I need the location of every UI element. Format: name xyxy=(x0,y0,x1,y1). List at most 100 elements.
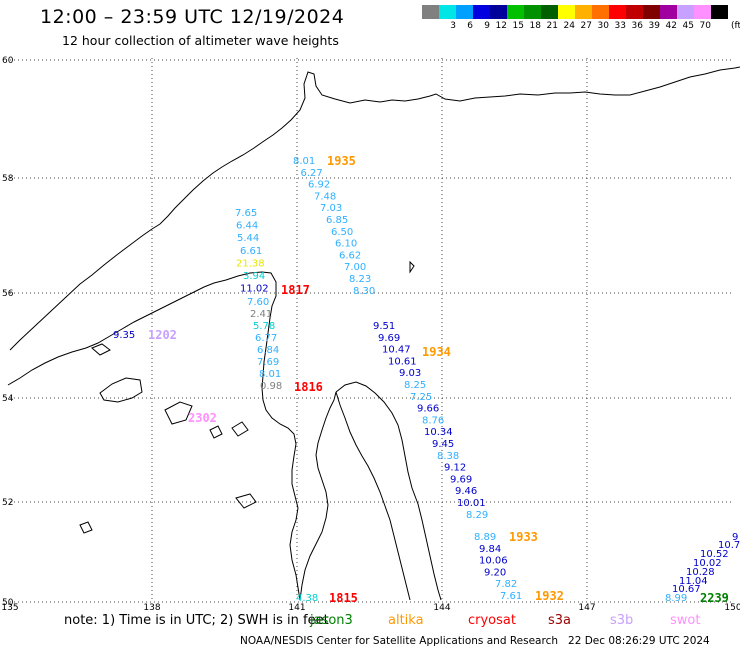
legend-label: 42 xyxy=(665,21,677,31)
legend-label: 24 xyxy=(563,21,575,31)
wave-height-label: 6.85 xyxy=(326,215,348,226)
wave-height-label: 11.02 xyxy=(240,284,269,295)
track-1816: 1816 7.602.415.786.776.847.698.010.98 xyxy=(247,297,323,394)
wave-height-label: 9.84 xyxy=(479,544,501,555)
wave-height-label: 8.01 xyxy=(293,156,315,167)
wave-height-label: 8.30 xyxy=(353,286,375,297)
wave-height-label: 8.29 xyxy=(466,510,488,521)
wave-height-label: 10.28 xyxy=(686,567,715,578)
legend-swatch xyxy=(677,5,694,19)
track-time-label: 2239 xyxy=(700,591,729,605)
wave-height-label: 6.27 xyxy=(301,168,323,179)
legend-unit: (ft) xyxy=(731,21,740,31)
page-subtitle: 12 hour collection of altimeter wave hei… xyxy=(62,33,339,48)
coastline xyxy=(7,66,740,601)
wave-height-label: 7.48 xyxy=(314,191,336,202)
wave-height-label: 7.25 xyxy=(410,392,432,403)
wave-height-label: 9.35 xyxy=(113,330,135,341)
island-small-3 xyxy=(231,421,249,437)
wave-height-label: 10.47 xyxy=(382,345,411,356)
track-time-label: 1815 xyxy=(329,591,358,605)
altimeter-tracks: 19358.016.276.927.487.036.856.506.106.62… xyxy=(113,154,740,605)
legend-swatch xyxy=(524,5,541,19)
wave-height-label: 10.02 xyxy=(693,558,722,569)
wave-height-label: 11.04 xyxy=(679,576,708,587)
lat-tick-label: 60 xyxy=(2,56,14,66)
lon-tick-label: 147 xyxy=(578,603,595,613)
island-small-4 xyxy=(235,493,257,509)
track-time-label: 1934 xyxy=(422,345,451,359)
lon-tick-label: 144 xyxy=(433,603,450,613)
track-time-label: 1816 xyxy=(294,380,323,394)
track-1202: 1202 9.35 xyxy=(113,328,177,342)
satellite-s3a: s3a xyxy=(548,613,572,628)
legend-label: 33 xyxy=(614,21,626,31)
lat-tick-label: 54 xyxy=(2,394,14,404)
wave-height-label: 8.01 xyxy=(259,369,281,380)
wave-height-label: 9.12 xyxy=(444,463,466,474)
legend-swatch xyxy=(643,5,660,19)
wave-height-label: 7.82 xyxy=(495,579,517,590)
legend-label xyxy=(711,21,728,31)
wave-height-label: 7.03 xyxy=(320,203,342,214)
wave-height-label: 9.45 xyxy=(432,439,454,450)
legend-label xyxy=(422,21,439,31)
wave-height-label: 10.61 xyxy=(388,356,417,367)
lat-tick-label: 56 xyxy=(2,289,14,299)
legend-swatch xyxy=(507,5,524,19)
legend-swatch xyxy=(609,5,626,19)
track-time-label: 1202 xyxy=(148,328,177,342)
wave-height-label: 4.38 xyxy=(296,593,318,604)
track-1934: 19349.519.6910.4710.619.038.257.259.668.… xyxy=(373,321,488,521)
wave-height-label: 8.89 xyxy=(474,532,496,543)
legend-swatch xyxy=(575,5,592,19)
wave-height-label: 9.66 xyxy=(417,404,439,415)
track-1815: 1815 4.38 xyxy=(296,591,358,605)
lat-tick-label: 52 xyxy=(2,498,13,508)
wave-height-label: 6.50 xyxy=(331,227,353,238)
wave-height-label: 7.60 xyxy=(247,297,269,308)
wave-height-label: 5.44 xyxy=(237,233,259,244)
wave-height-label: 10.06 xyxy=(479,556,508,567)
legend-label: 36 xyxy=(631,21,643,31)
wave-height-label: 9.20 xyxy=(484,567,506,578)
wave-height-label: 8.76 xyxy=(422,415,444,426)
wave-height-label: 6.92 xyxy=(308,180,330,191)
track-time-label: 1817 xyxy=(281,283,310,297)
coastline-sakhalin-east xyxy=(335,381,442,601)
legend-label: 21 xyxy=(546,21,558,31)
lon-tick-label: 141 xyxy=(288,603,305,613)
wave-height-label: 10.01 xyxy=(457,498,486,509)
wave-height-label: 8.99 xyxy=(665,593,687,604)
legend-swatch xyxy=(694,5,711,19)
legend-swatch xyxy=(660,5,677,19)
satellite-altika: altika xyxy=(388,613,424,628)
wave-height-label: 10.52 xyxy=(700,549,729,560)
island-small-6 xyxy=(79,521,93,534)
legend-label: 3 xyxy=(450,21,456,31)
generated-time: 22 Dec 08:26:29 UTC 2024 xyxy=(568,635,710,647)
footnote: note: 1) Time is in UTC; 2) SWH is in fe… xyxy=(64,613,329,628)
legend-label: 6 xyxy=(467,21,473,31)
wave-height-label: 8.38 xyxy=(437,451,459,462)
wave-height-label: 9.69 xyxy=(378,333,400,344)
legend-swatch xyxy=(490,5,507,19)
wave-height-label: 6.62 xyxy=(339,250,361,261)
legend-label: 45 xyxy=(682,21,694,31)
legend-swatch xyxy=(439,5,456,19)
track-time-label: 1932 xyxy=(535,589,564,603)
track-time-label: 1935 xyxy=(327,154,356,168)
wave-height-label: 8.23 xyxy=(349,274,371,285)
lon-tick-label: 150 xyxy=(724,603,740,613)
wave-height-label: 9 xyxy=(732,532,738,543)
legend-swatch xyxy=(558,5,575,19)
shantar-islands xyxy=(99,377,143,403)
track-time-label: 2302 xyxy=(188,411,217,425)
track-2302: 2302 xyxy=(188,411,217,425)
satellite-swot: swot xyxy=(670,613,701,628)
